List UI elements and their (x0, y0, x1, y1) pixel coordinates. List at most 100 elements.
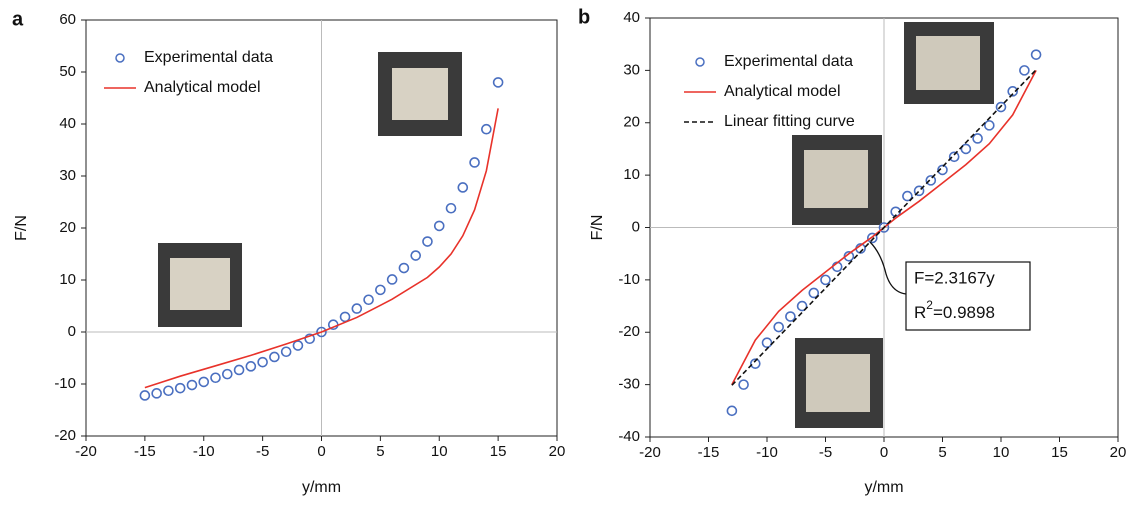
y-tick-label: 10 (623, 166, 640, 183)
x-tick-label: 10 (431, 443, 448, 460)
y-tick-label: 60 (59, 11, 76, 28)
data-point (796, 300, 808, 312)
y-tick-label: 20 (623, 114, 640, 131)
photo-device (806, 354, 870, 412)
data-point (198, 376, 210, 388)
legend-marker (115, 53, 125, 63)
y-tick-label: 0 (68, 323, 76, 340)
data-point (375, 284, 386, 296)
y-tick-label: 30 (59, 167, 76, 184)
data-point (280, 346, 292, 358)
data-point (269, 351, 280, 363)
data-point (422, 236, 433, 247)
annotation-text: R2=0.9898 (914, 298, 995, 322)
x-tick-label: 20 (1110, 444, 1127, 461)
data-point (139, 390, 151, 401)
x-tick-label: 5 (938, 444, 946, 461)
data-point (983, 120, 995, 131)
photos (158, 22, 994, 428)
data-point (738, 379, 749, 390)
x-axis-label: y/mm (864, 479, 903, 496)
x-tick-label: 10 (993, 444, 1010, 461)
annotation-part: R (914, 303, 926, 322)
x-tick-label: -5 (256, 443, 269, 460)
data-point (469, 157, 480, 168)
data-point (925, 175, 937, 186)
data-point (210, 372, 221, 384)
panel-label: b (578, 6, 590, 28)
data-point (972, 133, 983, 144)
x-tick-label: -10 (756, 444, 778, 461)
data-point (878, 222, 890, 233)
x-tick-label: -20 (639, 444, 661, 461)
data-point (163, 385, 174, 397)
data-point (339, 311, 351, 323)
panel: -20 -15 -10 -5 0 5 10 15 20 -20 -10 0 10 20 30 40 50 60 (54, 11, 565, 460)
legend-marker (695, 57, 705, 67)
photo-device (170, 258, 230, 310)
data-point (151, 388, 162, 399)
y-axis-label: F/N (589, 215, 606, 241)
y-tick-label: 30 (623, 61, 640, 78)
x-tick-label: -10 (193, 443, 215, 460)
data-point (174, 382, 186, 394)
data-point (808, 287, 820, 299)
x-tick-label: 15 (490, 443, 507, 460)
data-point (481, 123, 492, 135)
fit-line (731, 69, 1037, 386)
data-point (785, 311, 796, 322)
data-point (245, 361, 257, 372)
legend-label: Experimental data (724, 53, 853, 70)
data-point (749, 358, 761, 369)
data-point (351, 303, 363, 314)
x-axis-label: y/mm (302, 479, 341, 496)
legend-label: Analytical model (144, 79, 261, 96)
x-tick-label: 0 (880, 444, 888, 461)
y-tick-label: -10 (618, 271, 640, 288)
x-tick-label: 20 (549, 443, 566, 460)
annotation-text: F=2.3167y (914, 268, 995, 287)
data-point (726, 405, 738, 417)
data-point (316, 326, 327, 338)
data-point (820, 274, 831, 286)
photo-device (916, 36, 980, 90)
y-tick-label: -10 (54, 375, 76, 392)
data-point (937, 164, 948, 176)
data-point (866, 232, 878, 244)
data-point (222, 368, 233, 380)
x-tick-label: -15 (698, 444, 720, 461)
x-tick-label: -15 (134, 443, 156, 460)
x-tick-label: -5 (819, 444, 832, 461)
data-point (995, 101, 1007, 113)
data-point (948, 151, 960, 163)
data-point (363, 294, 374, 306)
y-tick-label: 50 (59, 63, 76, 80)
data-point (292, 340, 304, 351)
data-point (1007, 86, 1019, 97)
data-point (1019, 65, 1030, 76)
model-line (144, 108, 499, 389)
y-tick-label: -40 (618, 428, 640, 445)
y-tick-label: 20 (59, 219, 76, 236)
legend-label: Linear fitting curve (724, 113, 855, 130)
leader-line (869, 241, 907, 295)
data-point (410, 250, 422, 261)
y-tick-label: 40 (623, 9, 640, 26)
data-point (257, 356, 268, 368)
data-point (457, 182, 469, 193)
y-tick-label: -20 (54, 427, 76, 444)
data-point (960, 143, 972, 155)
x-tick-label: 15 (1051, 444, 1068, 461)
data-point (773, 321, 785, 333)
legend-label: Experimental data (144, 49, 273, 66)
data-point (304, 333, 316, 345)
data-point (913, 185, 925, 197)
data-point (398, 262, 410, 274)
data-point (386, 274, 398, 285)
panel-label: a (12, 8, 24, 30)
annotation-box (905, 261, 1031, 331)
y-tick-label: 10 (59, 271, 76, 288)
photo-device (804, 150, 868, 208)
legend-label: Analytical model (724, 83, 841, 100)
